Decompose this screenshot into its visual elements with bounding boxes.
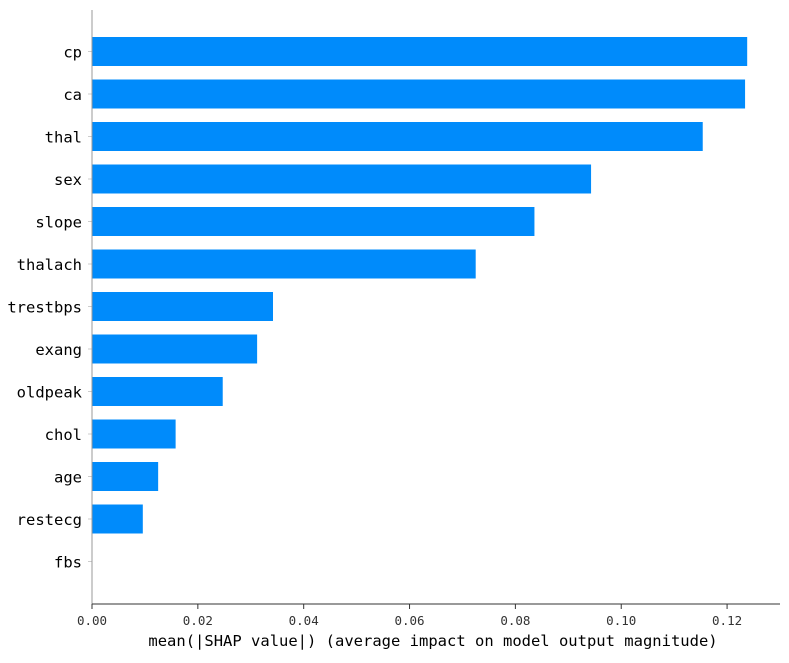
x-tick-label: 0.04: [289, 613, 319, 628]
x-tick-label: 0.10: [606, 613, 636, 628]
y-label-trestbps: trestbps: [7, 299, 82, 317]
bar-trestbps: [92, 292, 273, 321]
x-tick-label: 0.06: [394, 613, 424, 628]
x-tick-label: 0.00: [77, 613, 107, 628]
bar-exang: [92, 334, 258, 364]
bar-restecg: [92, 504, 143, 534]
bar-slope: [92, 207, 535, 236]
x-tick-label: 0.02: [183, 613, 213, 628]
bar-sex: [92, 164, 592, 194]
y-label-exang: exang: [35, 341, 82, 359]
bar-thal: [92, 122, 703, 151]
y-label-cp: cp: [63, 44, 82, 62]
bar-ca: [92, 79, 746, 109]
y-label-slope: slope: [35, 214, 82, 232]
y-label-fbs: fbs: [54, 554, 82, 572]
y-label-sex: sex: [54, 171, 82, 189]
x-ticks: 0.00 0.02 0.04 0.06 0.08 0.10 0.12: [77, 604, 742, 628]
y-tick-labels: cp ca thal sex slope thalach trestbps exang oldp…: [7, 44, 92, 572]
x-tick-label: 0.12: [712, 613, 742, 628]
y-label-restecg: restecg: [17, 511, 82, 529]
y-label-ca: ca: [63, 86, 82, 104]
bar-chol: [92, 419, 176, 449]
bars-layer: [92, 37, 748, 534]
y-label-thalach: thalach: [17, 256, 82, 274]
y-label-chol: chol: [45, 426, 82, 444]
bar-cp: [92, 37, 748, 66]
bar-oldpeak: [92, 377, 223, 406]
x-tick-label: 0.08: [500, 613, 530, 628]
y-label-age: age: [54, 469, 82, 487]
bar-age: [92, 462, 159, 491]
y-label-oldpeak: oldpeak: [17, 384, 83, 402]
x-axis-title: mean(|SHAP value|) (average impact on mo…: [148, 632, 717, 650]
bar-thalach: [92, 249, 476, 279]
y-label-thal: thal: [45, 129, 82, 147]
